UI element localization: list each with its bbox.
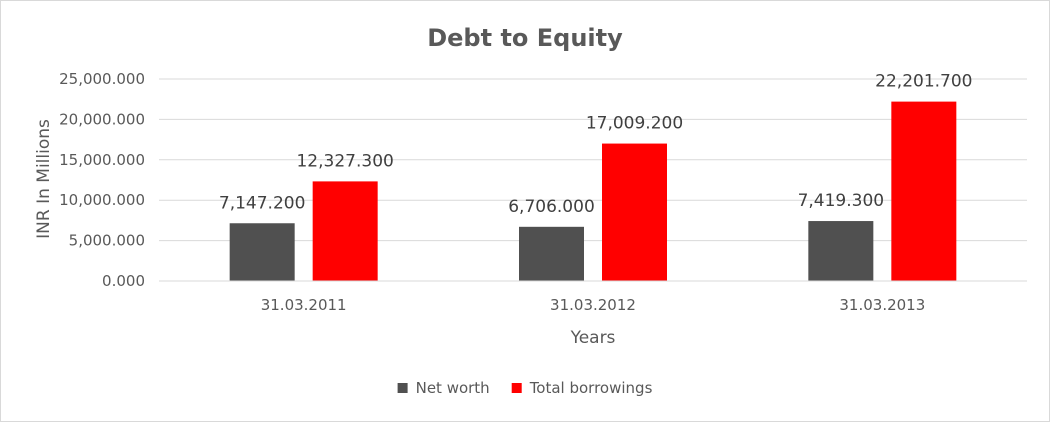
legend-label: Net worth (416, 379, 490, 397)
bar (229, 223, 295, 281)
bar (519, 226, 584, 281)
bar (808, 221, 874, 281)
data-label: 17,009.200 (586, 114, 683, 134)
gridlines (159, 78, 1027, 242)
data-label: 12,327.300 (296, 151, 393, 171)
x-axis-ticks: 31.03.2011 31.03.2012 31.03.2013 (261, 296, 926, 314)
data-label: 7,147.200 (219, 193, 306, 213)
bars (229, 101, 957, 282)
x-tick-label: 31.03.2013 (839, 296, 925, 314)
bar (891, 101, 957, 282)
x-axis-title: Years (570, 328, 616, 348)
data-label: 22,201.700 (875, 72, 972, 92)
legend-label: Total borrowings (529, 379, 653, 397)
data-label: 7,419.300 (798, 191, 885, 211)
bar (602, 143, 667, 281)
legend: Net worth Total borrowings (397, 379, 653, 397)
data-labels: 7,147.200 12,327.300 6,706.000 17,009.200 7,… (219, 72, 973, 217)
y-tick-label: 0.000 (102, 272, 145, 290)
x-tick-label: 31.03.2011 (261, 296, 347, 314)
y-tick-label: 25,000.000 (59, 70, 145, 88)
legend-swatch (511, 383, 522, 393)
y-tick-label: 10,000.000 (59, 191, 145, 209)
x-tick-label: 31.03.2012 (550, 296, 636, 314)
y-axis-title: INR In Millions (34, 119, 54, 239)
y-axis-ticks: 0.000 5,000.000 10,000.000 15,000.000 20,000… (59, 70, 145, 290)
bar (312, 181, 378, 281)
chart-title: Debt to Equity (427, 24, 623, 52)
y-tick-label: 5,000.000 (69, 232, 145, 250)
y-tick-label: 20,000.000 (59, 110, 145, 128)
y-tick-label: 15,000.000 (59, 151, 145, 169)
legend-swatch (397, 383, 408, 393)
data-label: 6,706.000 (508, 197, 595, 217)
